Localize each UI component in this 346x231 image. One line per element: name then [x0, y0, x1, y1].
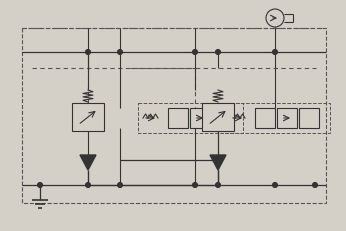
Bar	[255, 108, 275, 128]
Circle shape	[312, 182, 318, 188]
Bar	[168, 108, 188, 128]
Circle shape	[216, 49, 220, 55]
Polygon shape	[210, 155, 226, 170]
Circle shape	[85, 182, 91, 188]
Bar	[299, 108, 319, 128]
Circle shape	[216, 182, 220, 188]
Bar	[202, 103, 234, 131]
Bar	[212, 108, 232, 128]
Circle shape	[192, 182, 198, 188]
Circle shape	[118, 182, 122, 188]
Bar	[277, 108, 297, 128]
Circle shape	[37, 182, 43, 188]
Circle shape	[192, 49, 198, 55]
Bar	[22, 28, 326, 203]
Circle shape	[85, 49, 91, 55]
Bar	[138, 103, 243, 133]
Circle shape	[273, 49, 277, 55]
Bar	[72, 103, 104, 131]
Bar	[225, 103, 330, 133]
Polygon shape	[80, 155, 96, 170]
Circle shape	[118, 49, 122, 55]
Bar	[190, 108, 210, 128]
Circle shape	[273, 182, 277, 188]
